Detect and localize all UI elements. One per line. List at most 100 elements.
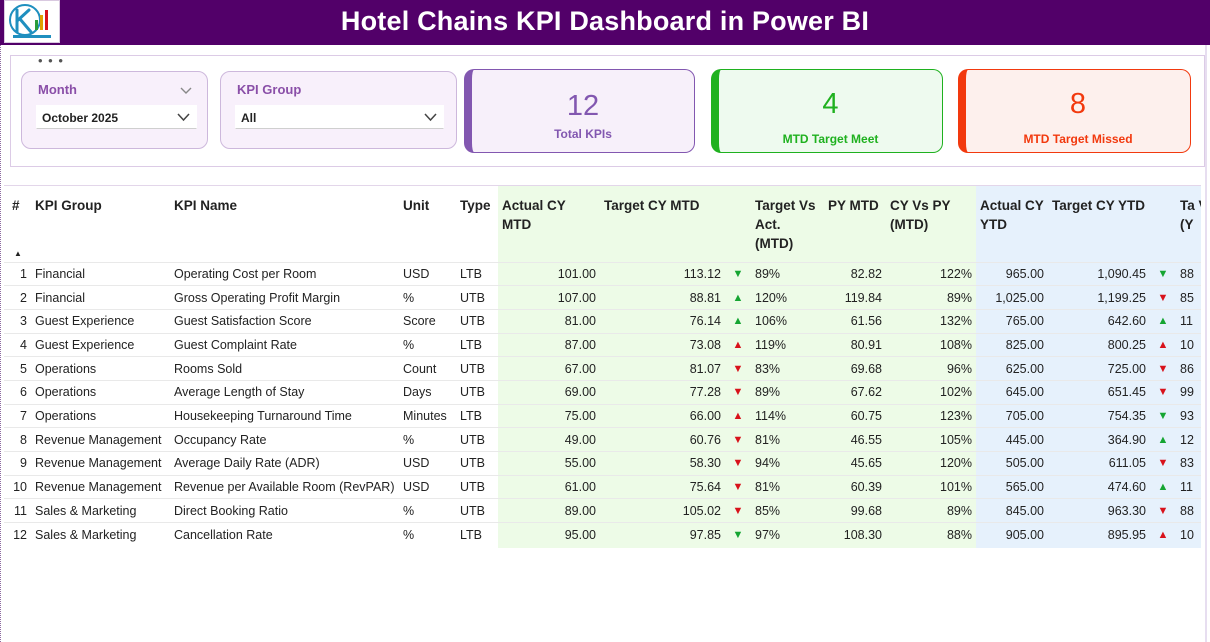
table-row[interactable]: 9 Revenue Management Average Daily Rate (A… — [4, 451, 1201, 476]
table-row[interactable]: 10 Revenue Management Revenue per Availabl… — [4, 474, 1201, 499]
column-header[interactable]: CY Vs PY (MTD) — [890, 198, 951, 232]
page-title: Hotel Chains KPI Dashboard in Power BI — [340, 6, 870, 36]
py-mtd-cell: 99.68 — [824, 498, 886, 523]
py-mtd-cell: 69.68 — [824, 356, 886, 381]
chevron-down-icon[interactable] — [180, 82, 192, 100]
kpi-name-cell: Cancellation Rate — [170, 522, 399, 547]
month-slicer-label: Month — [38, 82, 77, 97]
kpi-group-selected-value: All — [241, 111, 257, 125]
cy-vs-py-mtd-cell: 123% — [886, 403, 976, 428]
vertical-scrollbar[interactable] — [1205, 45, 1207, 642]
actual-cy-mtd-cell: 107.00 — [498, 285, 600, 310]
ytd-status-icon: ▼ — [1150, 285, 1176, 310]
kpi-name-cell: Average Length of Stay — [170, 379, 399, 405]
type-cell: UTB — [456, 285, 498, 310]
kpi-group-slicer[interactable]: KPI Group All — [220, 71, 457, 149]
py-mtd-cell: 82.82 — [824, 261, 886, 286]
kpi-name-cell: Gross Operating Profit Margin — [170, 285, 399, 310]
table-header-row: # KPI Group KPI Name Unit Type Actual CY… — [4, 186, 1201, 262]
type-cell: UTB — [456, 308, 498, 334]
ytd-status-icon: ▲ — [1150, 332, 1176, 357]
table-row[interactable]: 5 Operations Rooms Sold Count UTB 67.00 81.07 ▼… — [4, 356, 1201, 381]
target-vs-actual-ytd-cell: 85 — [1176, 285, 1201, 310]
month-dropdown[interactable]: October 2025 — [36, 105, 197, 129]
row-number: 6 — [4, 379, 31, 405]
kpi-group-cell: Sales & Marketing — [31, 498, 170, 523]
actual-cy-ytd-cell: 825.00 — [976, 332, 1048, 357]
kpi-group-cell: Sales & Marketing — [31, 522, 170, 547]
py-mtd-cell: 60.39 — [824, 474, 886, 499]
kpi-data-table: # KPI Group KPI Name Unit Type Actual CY… — [4, 186, 1201, 547]
column-header[interactable]: Type — [460, 198, 491, 213]
unit-cell: Days — [399, 379, 456, 405]
table-row[interactable]: 11 Sales & Marketing Direct Booking Ratio%… — [4, 498, 1201, 523]
target-vs-actual-ytd-cell: 11 — [1176, 474, 1201, 499]
month-slicer[interactable]: Month October 2025 — [21, 71, 208, 149]
target-cy-ytd-cell: 651.45 — [1048, 379, 1150, 405]
table-row[interactable]: 4 Guest Experience Guest Complaint Rate% LT… — [4, 332, 1201, 357]
target-vs-actual-mtd-cell: 120% — [751, 285, 824, 310]
column-header[interactable]: PY MTD — [828, 198, 879, 213]
target-cy-ytd-cell: 895.95 — [1048, 522, 1150, 547]
target-vs-actual-mtd-cell: 97% — [751, 522, 824, 547]
chevron-down-icon[interactable] — [177, 109, 190, 127]
target-vs-actual-ytd-cell: 83 — [1176, 451, 1201, 476]
table-row[interactable]: 12 Sales & Marketing Cancellation Rate% LTB… — [4, 522, 1201, 547]
column-header[interactable]: Actual CY YTD — [980, 198, 1044, 232]
actual-cy-mtd-cell: 89.00 — [498, 498, 600, 523]
column-header[interactable]: KPI Group — [35, 198, 102, 213]
mtd-status-icon: ▲ — [725, 285, 751, 310]
kpi-group-dropdown[interactable]: All — [235, 105, 444, 129]
target-vs-actual-mtd-cell: 81% — [751, 427, 824, 452]
mtd-status-icon: ▲ — [725, 332, 751, 357]
type-cell: UTB — [456, 451, 498, 476]
actual-cy-mtd-cell: 101.00 — [498, 261, 600, 286]
target-cy-ytd-cell: 963.30 — [1048, 498, 1150, 523]
target-cy-mtd-cell: 76.14 — [600, 308, 725, 334]
mtd-status-icon: ▼ — [725, 522, 751, 547]
actual-cy-ytd-cell: 625.00 — [976, 356, 1048, 381]
table-row[interactable]: 2 Financial Gross Operating Profit Margin%… — [4, 285, 1201, 310]
row-number: 7 — [4, 403, 31, 428]
table-row[interactable]: 8 Revenue Management Occupancy Rate% UTB 49.… — [4, 427, 1201, 452]
column-header[interactable]: Ta Vs (Y — [1180, 198, 1201, 232]
cy-vs-py-mtd-cell: 105% — [886, 427, 976, 452]
column-header[interactable]: Actual CY MTD — [502, 198, 566, 232]
unit-cell: USD — [399, 261, 456, 286]
table-row[interactable]: 7 Operations Housekeeping Turnaround Time M… — [4, 403, 1201, 428]
column-header[interactable]: Unit — [403, 198, 430, 213]
py-mtd-cell: 108.30 — [824, 522, 886, 547]
row-number: 5 — [4, 356, 31, 381]
target-cy-mtd-cell: 81.07 — [600, 356, 725, 381]
cy-vs-py-mtd-cell: 108% — [886, 332, 976, 357]
py-mtd-cell: 45.65 — [824, 451, 886, 476]
column-header[interactable]: Target CY MTD — [604, 198, 700, 213]
target-cy-ytd-cell: 725.00 — [1048, 356, 1150, 381]
ytd-status-icon: ▼ — [1150, 356, 1176, 381]
table-row[interactable]: 1 Financial Operating Cost per Room USD LTB 1… — [4, 261, 1201, 286]
unit-cell: USD — [399, 474, 456, 499]
target-cy-mtd-cell: 88.81 — [600, 285, 725, 310]
table-row[interactable]: 6 Operations Average Length of Stay Days UTB… — [4, 379, 1201, 405]
target-vs-actual-ytd-cell: 12 — [1176, 427, 1201, 452]
column-header[interactable]: Target CY YTD — [1052, 198, 1146, 213]
chevron-down-icon[interactable] — [424, 109, 437, 127]
type-cell: LTB — [456, 261, 498, 286]
table-row[interactable]: 3 Guest Experience Guest Satisfaction Scor… — [4, 308, 1201, 334]
column-header[interactable]: Target Vs Act. (MTD) — [755, 198, 816, 251]
unit-cell: % — [399, 285, 456, 310]
mtd-status-icon: ▼ — [725, 261, 751, 286]
actual-cy-mtd-cell: 87.00 — [498, 332, 600, 357]
more-options-icon[interactable]: • • • — [38, 53, 64, 68]
column-header[interactable]: # — [12, 198, 20, 213]
mtd-status-icon: ▼ — [725, 427, 751, 452]
column-header[interactable]: KPI Name — [174, 198, 238, 213]
cy-vs-py-mtd-cell: 132% — [886, 308, 976, 334]
target-vs-actual-ytd-cell: 99 — [1176, 379, 1201, 405]
target-cy-ytd-cell: 800.25 — [1048, 332, 1150, 357]
kpi-table[interactable]: ▲ # KPI Group KPI Name Unit Type Actual … — [4, 185, 1201, 642]
type-cell: UTB — [456, 474, 498, 499]
sort-ascending-icon[interactable]: ▲ — [14, 249, 22, 258]
kpi-group-cell: Operations — [31, 403, 170, 428]
target-vs-actual-ytd-cell: 10 — [1176, 522, 1201, 547]
